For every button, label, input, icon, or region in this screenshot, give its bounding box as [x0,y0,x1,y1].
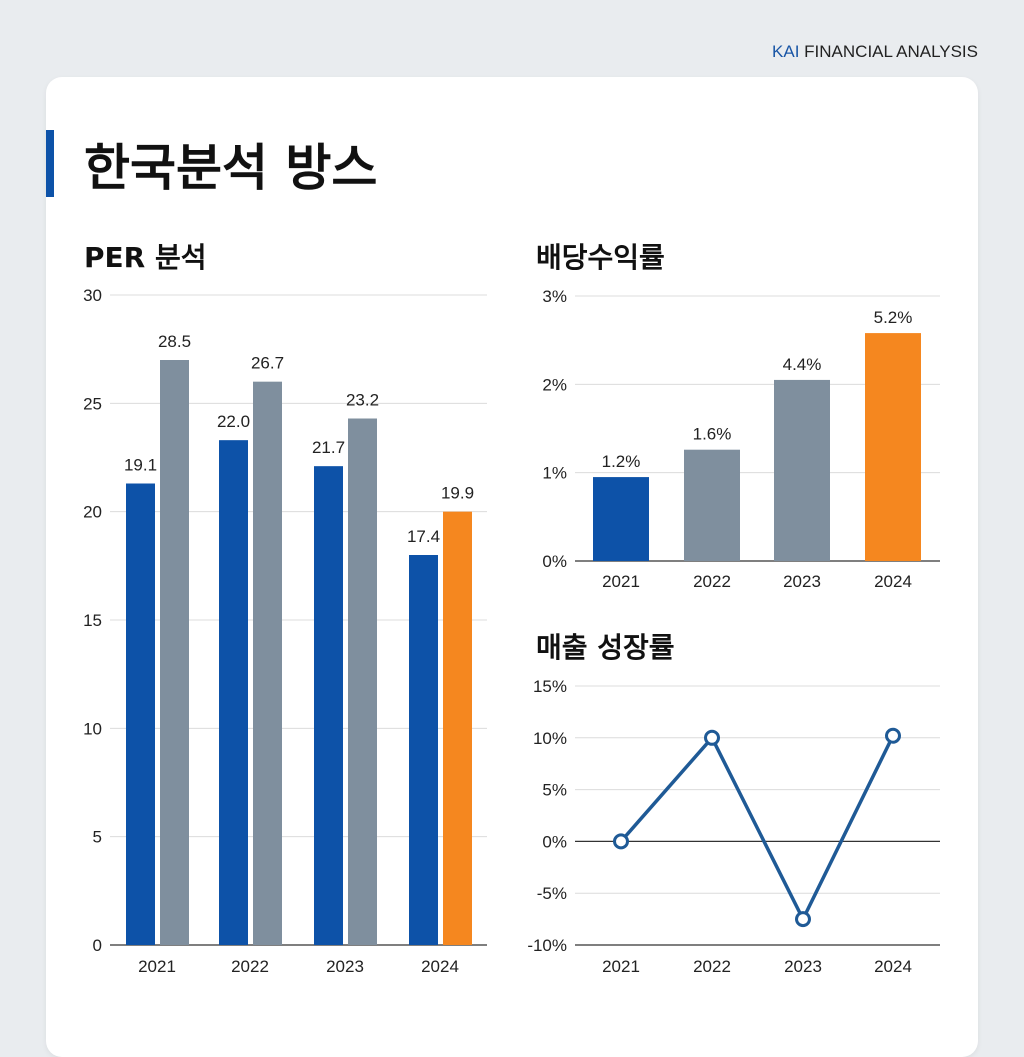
per-data-label: 17.4 [407,527,440,546]
dividend-bar [865,333,921,561]
growth-x-tick-label: 2022 [693,957,731,976]
per-data-label: 21.7 [312,438,345,457]
growth-y-tick-label: -10% [527,936,567,955]
per-data-label: 22.0 [217,412,250,431]
dividend-y-tick-label: 1% [542,464,567,483]
growth-y-tick-label: 0% [542,832,567,851]
dividend-chart-title: 배당수익률 [536,241,665,274]
per-x-tick-label: 2022 [231,957,269,976]
per-bar-comparison [160,360,189,945]
brand-accent: KAI [772,42,800,61]
per-data-label: 19.9 [441,484,474,503]
dividend-bar [593,477,649,561]
per-y-tick-label: 0 [93,936,102,955]
page-title: 한국분석 방스 [84,139,378,197]
per-bar-company [219,440,248,945]
growth-point [613,833,629,850]
dividend-data-label: 4.4% [783,355,822,374]
dividend-bar [684,449,740,561]
per-x-tick-label: 2023 [326,957,364,976]
per-y-tick-label: 30 [83,286,102,305]
growth-line [619,734,895,921]
per-y-tick-label: 15 [83,611,102,630]
growth-chart-title: 매출 성장률 [536,631,675,664]
per-bar-company [126,483,155,945]
dividend-x-tick-label: 2023 [783,572,821,591]
dividend-y-tick-label: 0% [542,552,567,571]
per-y-tick-label: 25 [83,394,102,413]
dividend-y-tick-label: 3% [542,287,567,306]
per-y-tick-label: 10 [83,719,102,738]
per-bar-comparison [348,418,377,945]
growth-point [704,729,720,746]
charts-canvas: 0 5 10 15 20 25 30 2021 19.1 28.5 2022 22.0 26.7 2023… [83,286,940,976]
per-y-tick-label: 5 [93,828,102,847]
brand-text: FINANCIAL ANALYSIS [799,42,978,61]
dividend-data-label: 1.2% [602,452,641,471]
growth-x-tick-label: 2021 [602,957,640,976]
per-data-label: 23.2 [346,391,379,410]
per-x-tick-label: 2021 [138,957,176,976]
per-data-label: 19.1 [124,456,157,475]
per-bar-company [314,466,343,945]
growth-y-tick-label: 5% [542,781,567,800]
per-data-label: 26.7 [251,354,284,373]
dividend-x-tick-label: 2022 [693,572,731,591]
dividend-bar [774,379,830,561]
dividend-data-label: 5.2% [874,308,913,327]
dividend-data-label: 1.6% [693,425,732,444]
growth-y-tick-label: 10% [533,729,567,748]
growth-point [885,727,901,744]
per-bar-comparison [443,511,472,945]
dividend-x-tick-label: 2024 [874,572,912,591]
per-bar-company [409,555,438,945]
per-x-tick-label: 2024 [421,957,459,976]
growth-y-tick-label: 15% [533,677,567,696]
growth-x-tick-label: 2024 [874,957,912,976]
growth-y-tick-label: -5% [537,884,567,903]
per-bar-comparison [253,381,282,946]
growth-point [795,911,811,928]
growth-x-tick-label: 2023 [784,957,822,976]
dividend-y-tick-label: 2% [542,375,567,394]
per-chart-title: PER 분석 [84,241,207,274]
per-y-tick-label: 20 [83,503,102,522]
title-accent-bar [46,130,54,197]
per-data-label: 28.5 [158,332,191,351]
dividend-x-tick-label: 2021 [602,572,640,591]
brand-label: KAI FINANCIAL ANALYSIS [772,42,978,62]
